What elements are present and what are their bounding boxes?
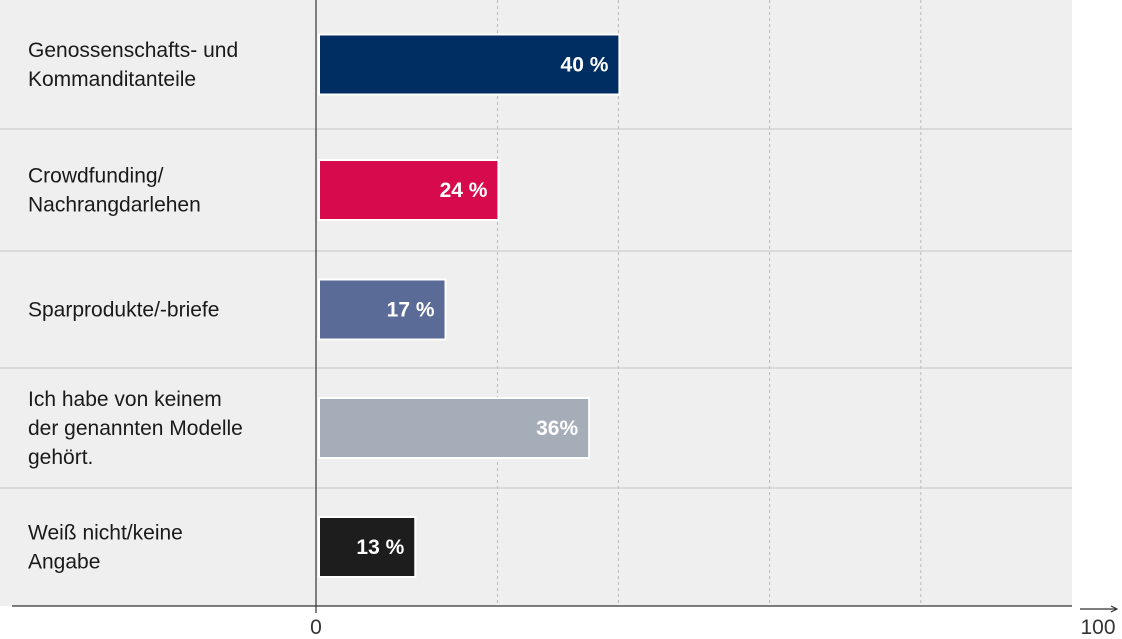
category-label: Sparprodukte/-briefe (28, 299, 219, 322)
value-label: 24 % (440, 179, 488, 202)
value-label: 36% (536, 417, 578, 440)
category-label: Crowdfunding/Nachrangdarlehen (28, 165, 201, 217)
bar (320, 35, 619, 94)
bar (320, 399, 589, 457)
category-label: Ich habe von keinem der genannten Modelle… (28, 388, 243, 469)
category-label: Genossenschafts- und Kommanditanteile (28, 39, 238, 91)
bar (320, 518, 415, 576)
value-label: 13 % (356, 536, 404, 559)
category-label: Weiß nicht/keine Angabe (28, 522, 183, 574)
value-label: 17 % (387, 299, 435, 322)
x-tick-label: 100 (1080, 616, 1115, 639)
bar (320, 161, 498, 219)
x-tick-label: 0 (310, 616, 322, 639)
value-label: 40 % (561, 54, 609, 77)
bar (320, 280, 445, 339)
axis-arrow-head (1110, 605, 1119, 613)
plot-background (0, 0, 1072, 606)
